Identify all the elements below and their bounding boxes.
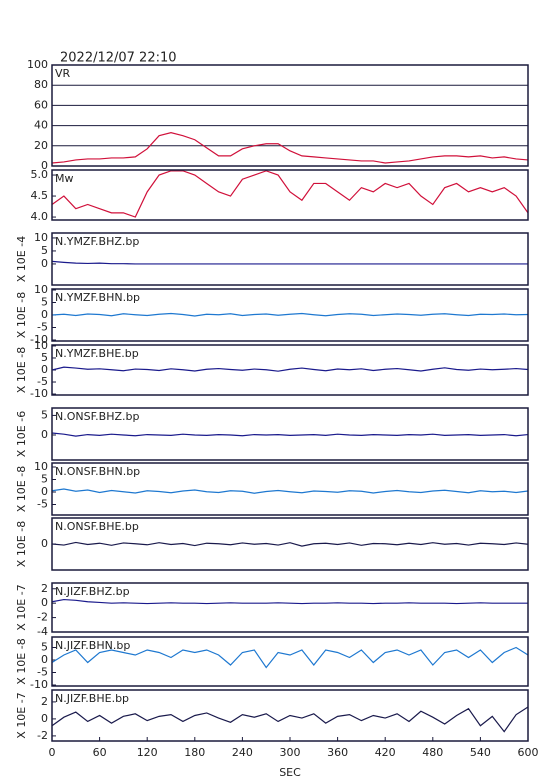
- y-tick-label: 4.5: [31, 189, 49, 202]
- data-line: [51, 488, 529, 494]
- data-line: [51, 598, 528, 605]
- y-axis-label: X 10E -8: [15, 466, 28, 512]
- y-tick-label: 5: [41, 641, 48, 654]
- x-tick-label: 180: [184, 746, 205, 759]
- panel-label: N.ONSF.BHZ.bp: [55, 410, 139, 423]
- data-line: [51, 366, 529, 372]
- panel-frame: [51, 169, 529, 221]
- x-tick-label: 480: [422, 746, 443, 759]
- y-tick-label: 20: [34, 139, 48, 152]
- y-tick-label: -4: [37, 625, 48, 638]
- y-tick-label: -5: [37, 498, 48, 511]
- y-tick-label: 0: [41, 653, 48, 666]
- x-tick-label: 300: [280, 746, 301, 759]
- y-tick-label: -2: [37, 729, 48, 742]
- x-axis-label: SEC: [279, 766, 301, 779]
- y-axis-label: X 10E -7: [15, 692, 28, 738]
- y-tick-label: -10: [30, 678, 48, 691]
- panel-label: N.ONSF.BHE.bp: [55, 520, 139, 533]
- y-tick-label: 40: [34, 119, 48, 132]
- y-axis-label: X 10E -8: [15, 638, 28, 684]
- y-tick-label: -2: [37, 611, 48, 624]
- panel-frame: [51, 407, 529, 461]
- panel-label: N.ONSF.BHN.bp: [55, 465, 140, 478]
- panel-frame: [51, 288, 529, 342]
- y-axis-label: X 10E -7: [15, 584, 28, 630]
- y-tick-label: 60: [34, 98, 48, 111]
- y-tick-label: -5: [37, 666, 48, 679]
- panel-label: N.JIZF.BHZ.bp: [55, 585, 130, 598]
- y-tick-label: -5: [37, 375, 48, 388]
- x-tick-label: 360: [327, 746, 348, 759]
- data-line: [51, 170, 529, 218]
- data-line: [51, 260, 528, 265]
- y-tick-label: 0: [41, 485, 48, 498]
- panel-frame: [51, 636, 529, 687]
- y-tick-label: 0: [41, 159, 48, 172]
- panel-label: N.YMZF.BHN.bp: [55, 291, 140, 304]
- panel-frame: [51, 517, 529, 571]
- panel-label: Mw: [55, 172, 74, 185]
- panel-label: N.JIZF.BHN.bp: [55, 639, 130, 652]
- panel-frame: [51, 344, 529, 396]
- x-tick-label: 540: [470, 746, 491, 759]
- y-tick-label: 4.0: [31, 210, 49, 223]
- y-tick-label: 2: [41, 695, 48, 708]
- panel-label: N.JIZF.BHE.bp: [55, 692, 129, 705]
- y-tick-label: 5.0: [31, 168, 49, 181]
- x-tick-label: 60: [93, 746, 107, 759]
- y-tick-label: 0: [41, 596, 48, 609]
- y-tick-label: 10: [34, 460, 48, 473]
- y-tick-label: 10: [34, 283, 48, 296]
- y-tick-label: -5: [37, 321, 48, 334]
- y-tick-label: 5: [41, 296, 48, 309]
- y-tick-label: 5: [41, 408, 48, 421]
- x-tick-label: 420: [375, 746, 396, 759]
- data-line: [51, 706, 529, 733]
- y-tick-label: 5: [41, 473, 48, 486]
- data-line: [51, 132, 529, 164]
- y-tick-label: 0: [41, 428, 48, 441]
- y-axis-label: X 10E -4: [15, 236, 28, 282]
- y-tick-label: 2: [41, 582, 48, 595]
- panel-frame: [51, 582, 529, 633]
- data-line: [51, 646, 529, 669]
- y-tick-label: -10: [30, 387, 48, 400]
- panel-label: VR: [55, 67, 71, 80]
- y-tick-label: 5: [41, 351, 48, 364]
- y-axis-label: X 10E -6: [15, 411, 28, 457]
- y-tick-label: 5: [41, 244, 48, 257]
- y-tick-label: 0: [41, 257, 48, 270]
- panel-frame: [51, 232, 529, 286]
- y-tick-label: 100: [27, 58, 48, 71]
- chart-title: 2022/12/07 22:10: [60, 51, 177, 66]
- y-axis-label: X 10E -8: [15, 347, 28, 393]
- x-tick-label: 120: [137, 746, 158, 759]
- y-tick-label: -10: [30, 333, 48, 346]
- y-axis-label: X 10E -8: [15, 521, 28, 567]
- y-tick-label: 0: [41, 308, 48, 321]
- y-axis-label: X 10E -8: [15, 292, 28, 338]
- panel-frame: [51, 64, 529, 167]
- data-line: [51, 432, 529, 437]
- x-tick-label: 600: [518, 746, 539, 759]
- y-tick-label: 0: [41, 537, 48, 550]
- y-tick-label: 10: [34, 231, 48, 244]
- data-line: [51, 541, 529, 547]
- y-tick-label: 0: [41, 363, 48, 376]
- panel-label: N.YMZF.BHZ.bp: [55, 235, 139, 248]
- y-tick-label: 0: [41, 712, 48, 725]
- panel-frame: [51, 462, 529, 516]
- panel-label: N.YMZF.BHE.bp: [55, 347, 139, 360]
- y-tick-label: 10: [34, 339, 48, 352]
- x-tick-label: 240: [232, 746, 253, 759]
- y-tick-label: 80: [34, 78, 48, 91]
- x-tick-label: 0: [49, 746, 56, 759]
- data-line: [51, 312, 529, 317]
